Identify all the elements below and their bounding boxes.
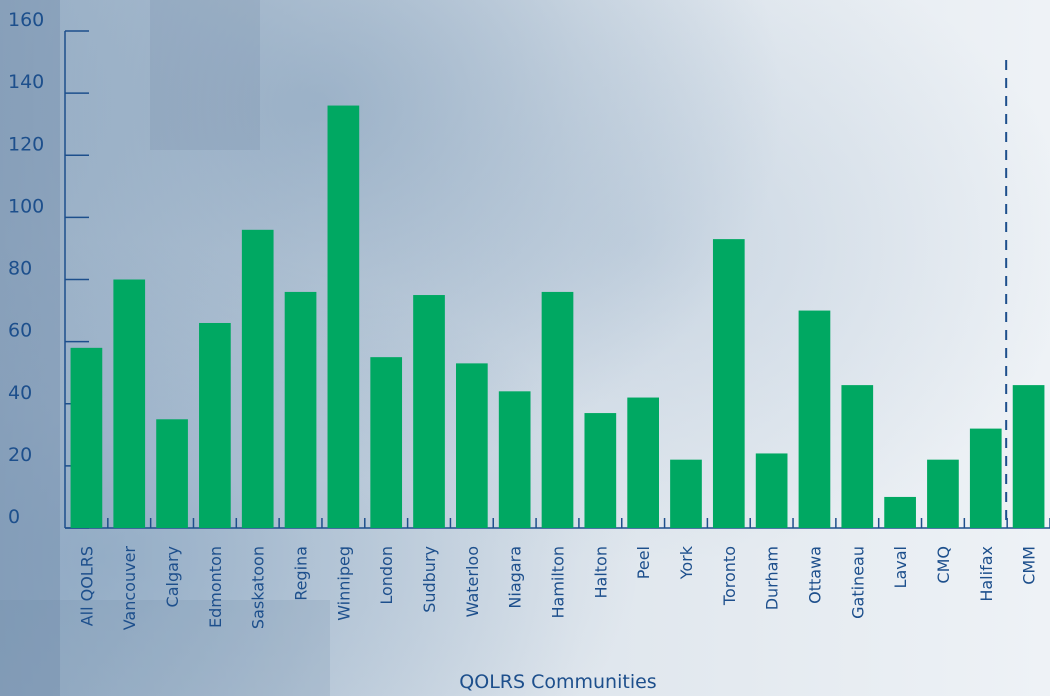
category-label: Niagara <box>506 546 525 609</box>
category-label: Gatineau <box>848 546 867 619</box>
bar <box>156 419 188 528</box>
y-tick-label: 40 <box>8 382 32 404</box>
y-tick-label: 100 <box>8 195 44 217</box>
y-tick-label: 120 <box>8 133 44 155</box>
category-label: CMM <box>1020 546 1039 585</box>
category-label: Hamilton <box>549 546 568 619</box>
category-label: Peel <box>634 546 653 579</box>
bar <box>370 357 402 528</box>
category-label: CMQ <box>934 546 953 584</box>
y-tick-label: 80 <box>8 258 32 280</box>
category-label: Waterloo <box>463 546 482 617</box>
category-label: Edmonton <box>206 546 225 628</box>
y-tick-label: 160 <box>8 9 44 31</box>
bar <box>413 295 445 528</box>
category-label: Durham <box>763 546 782 610</box>
bar <box>542 292 574 528</box>
category-label: Vancouver <box>120 546 139 631</box>
category-label: York <box>677 545 696 580</box>
category-label: Calgary <box>163 546 182 607</box>
bar <box>242 230 274 528</box>
bar <box>627 398 659 528</box>
bar <box>285 292 317 528</box>
x-axis-title: QOLRS Communities <box>459 671 656 693</box>
y-tick-label: 60 <box>8 320 32 342</box>
bar <box>884 497 916 528</box>
bar <box>670 460 702 528</box>
bar <box>456 363 488 528</box>
category-label: Regina <box>292 546 311 601</box>
bar <box>799 311 831 528</box>
bar <box>713 239 745 528</box>
bar <box>584 413 616 528</box>
y-tick-label: 140 <box>8 71 44 93</box>
y-tick-label: 0 <box>8 506 20 528</box>
bar <box>927 460 959 528</box>
category-label: Laval <box>891 546 910 588</box>
bar <box>1013 385 1045 528</box>
bar <box>328 106 360 528</box>
bar <box>113 280 145 529</box>
bar <box>970 429 1002 528</box>
category-label: Sudbury <box>420 546 439 613</box>
category-label: Halifax <box>977 546 996 602</box>
bar <box>71 348 103 528</box>
bar <box>841 385 873 528</box>
category-label: Halton <box>591 546 610 598</box>
category-label: Toronto <box>720 546 739 606</box>
category-label: Ottawa <box>805 546 824 604</box>
bar <box>199 323 231 528</box>
bar <box>499 391 531 528</box>
y-tick-label: 20 <box>8 444 32 466</box>
category-label: All QOLRS <box>77 546 96 626</box>
bar <box>756 453 788 528</box>
category-label: Winnipeg <box>334 546 353 621</box>
category-label: London <box>377 546 396 605</box>
category-label: Saskatoon <box>249 546 268 629</box>
